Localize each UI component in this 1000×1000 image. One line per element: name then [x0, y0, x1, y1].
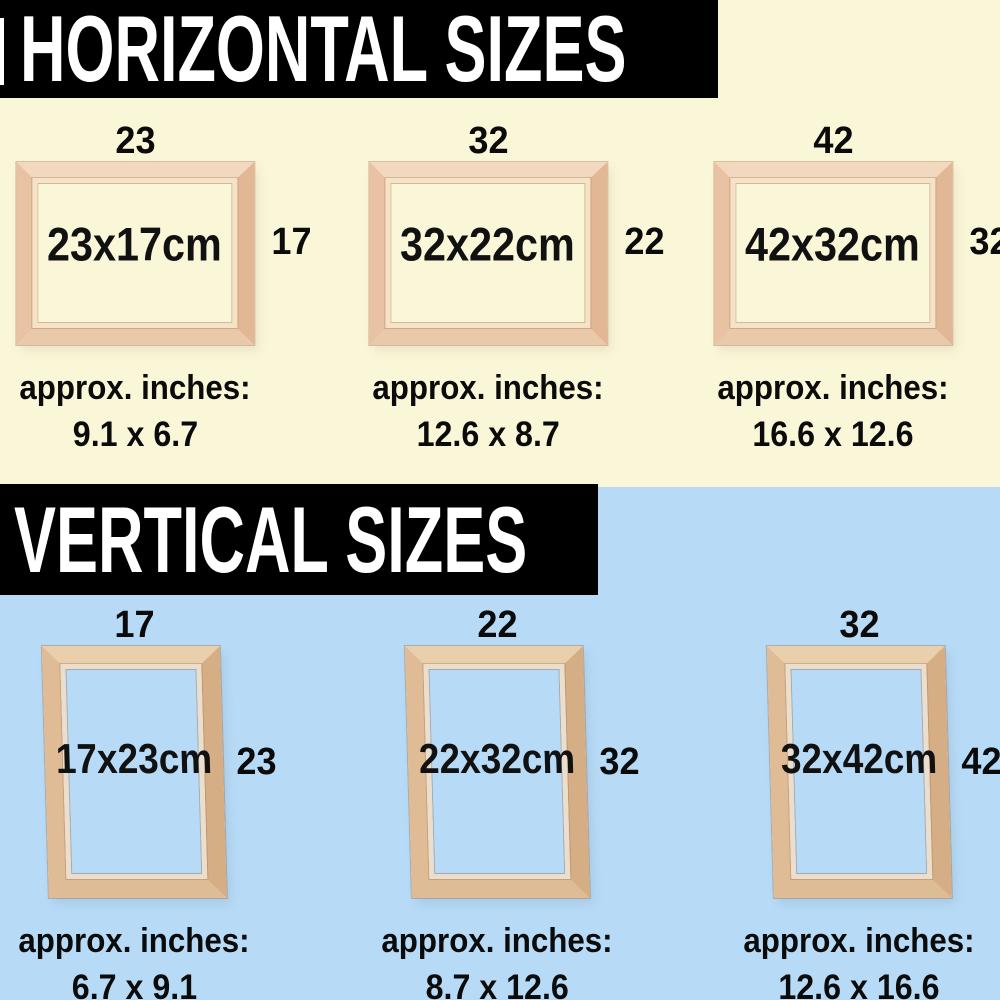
frame-wrap: 42x32cm 32 — [714, 162, 1000, 345]
horizontal-sizes-section: HORIZONTAL SIZES 23 23x17cm 17 approx. i… — [0, 0, 1000, 487]
frame-width-label: 32 — [838, 604, 880, 646]
frame-size-text: 23x17cm — [47, 217, 222, 271]
vertical-section-title: VERTICAL SIZES — [14, 486, 528, 592]
frame-size-text: 22x32cm — [417, 734, 575, 782]
approx-inches-caption: approx. inches: — [19, 369, 251, 407]
frame-wrap: 17x23cm 23 — [41, 646, 276, 898]
wood-frame-horizontal: 23x17cm — [16, 162, 254, 345]
wood-frame-vertical: 17x23cm — [41, 646, 227, 898]
approx-inches-value: 16.6 x 12.6 — [752, 415, 914, 454]
vertical-title-banner: VERTICAL SIZES — [0, 484, 598, 595]
frame-height-label: 32 — [969, 221, 1000, 264]
frame-wrap: 22x32cm 32 — [404, 646, 639, 898]
approx-inches-caption: approx. inches: — [381, 922, 613, 960]
size-card-23x17: 23 23x17cm 17 approx. inches: 9.1 x 6.7 — [9, 120, 311, 455]
wood-frame-vertical: 22x32cm — [404, 646, 590, 898]
frame-height-label: 32 — [599, 740, 640, 783]
frame-height-label: 22 — [624, 221, 665, 264]
frame-width-label: 23 — [114, 120, 156, 162]
size-card-32x42: 32 32x42cm 42 approx. inches: 12.6 x 16.… — [733, 604, 1000, 1000]
approx-inches-value: 12.6 x 8.7 — [416, 415, 560, 454]
wood-frame-horizontal: 42x32cm — [714, 162, 952, 345]
approx-inches-caption: approx. inches: — [372, 369, 604, 407]
wood-frame-vertical: 32x42cm — [766, 646, 952, 898]
frame-size-text: 32x22cm — [400, 217, 575, 271]
approx-inches-value: 9.1 x 6.7 — [72, 415, 198, 454]
approx-inches-caption: approx. inches: — [743, 922, 975, 960]
frame-width-label: 22 — [476, 604, 518, 646]
approx-inches-caption: approx. inches: — [717, 369, 949, 407]
frame-size-text: 17x23cm — [54, 734, 212, 782]
frame-height-label: 42 — [961, 740, 1000, 783]
size-card-32x22: 32 32x22cm 22 approx. inches: 12.6 x 8.7 — [362, 120, 664, 455]
size-card-42x32: 42 42x32cm 32 approx. inches: 16.6 x 12.… — [707, 120, 1000, 455]
wood-frame-horizontal: 32x22cm — [369, 162, 607, 345]
vertical-sizes-section: VERTICAL SIZES 17 17x23cm 23 approx. inc… — [0, 484, 1000, 1000]
approx-inches-caption: approx. inches: — [18, 922, 250, 960]
frame-width-label: 42 — [812, 120, 854, 162]
frame-height-label: 23 — [236, 740, 277, 783]
horizontal-section-title: HORIZONTAL SIZES — [20, 0, 627, 101]
size-card-17x23: 17 17x23cm 23 approx. inches: 6.7 x 9.1 — [8, 604, 276, 1000]
frame-size-text: 32x42cm — [779, 734, 937, 782]
horizontal-title-banner: HORIZONTAL SIZES — [0, 0, 718, 98]
frame-width-label: 17 — [113, 604, 155, 646]
frame-size-text: 42x32cm — [745, 217, 920, 271]
frame-wrap: 32x22cm 22 — [369, 162, 664, 345]
frame-wrap: 23x17cm 17 — [16, 162, 311, 345]
size-card-22x32: 22 22x32cm 32 approx. inches: 8.7 x 12.6 — [371, 604, 639, 1000]
approx-inches-value: 6.7 x 9.1 — [71, 968, 197, 1000]
cropped-letter-fragment — [0, 18, 4, 85]
approx-inches-value: 12.6 x 16.6 — [778, 968, 940, 1000]
frame-wrap: 32x42cm 42 — [766, 646, 1000, 898]
approx-inches-value: 8.7 x 12.6 — [425, 968, 569, 1000]
frame-height-label: 17 — [271, 221, 312, 264]
frame-width-label: 32 — [467, 120, 509, 162]
